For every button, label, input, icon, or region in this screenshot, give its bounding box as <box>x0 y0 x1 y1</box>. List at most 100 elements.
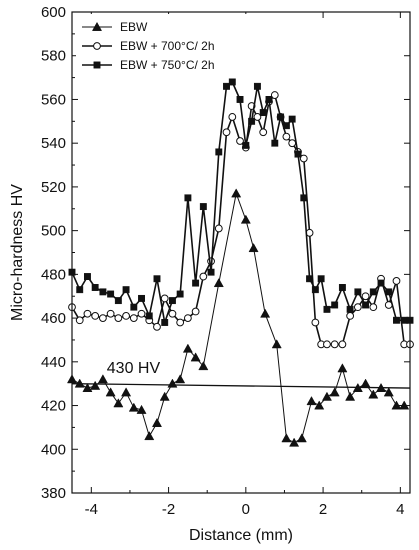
data-point <box>138 294 145 302</box>
data-point <box>99 314 107 322</box>
data-point <box>153 322 161 331</box>
data-point <box>311 286 319 294</box>
data-point <box>323 340 331 349</box>
y-tick-label: 400 <box>41 441 66 458</box>
data-point <box>236 96 244 103</box>
data-point <box>362 301 370 309</box>
data-point <box>136 404 147 414</box>
data-point <box>222 128 231 137</box>
y-axis-title: Micro-hardness HV <box>9 184 26 321</box>
data-point <box>184 194 192 202</box>
data-point <box>105 387 116 397</box>
data-point <box>113 398 124 408</box>
data-point <box>91 284 99 291</box>
data-point <box>306 275 314 283</box>
data-point <box>282 132 291 141</box>
series-1 <box>66 188 410 447</box>
data-point <box>167 378 178 388</box>
legend-label: EBW <box>120 20 148 34</box>
data-point <box>114 297 122 305</box>
data-point <box>282 122 290 130</box>
data-point <box>300 194 308 202</box>
data-point <box>338 284 346 291</box>
data-point <box>289 437 300 447</box>
plot-frame <box>71 11 411 494</box>
data-point <box>207 268 215 276</box>
x-axis-title: Distance (mm) <box>189 527 293 544</box>
legend: EBW EBW + 700°C/ 2h EBW + 750°C/ 2h <box>76 14 258 72</box>
data-point <box>192 279 200 287</box>
data-point <box>321 391 332 401</box>
data-point <box>176 290 184 298</box>
data-point <box>294 150 302 158</box>
data-point <box>175 374 186 384</box>
x-tick-label: 2 <box>319 501 327 518</box>
data-point <box>306 396 317 406</box>
data-point <box>130 303 138 311</box>
data-point <box>114 314 123 322</box>
data-point <box>183 314 192 322</box>
data-point <box>198 361 209 371</box>
data-point <box>144 431 155 441</box>
data-point <box>330 340 339 349</box>
data-point <box>338 340 347 349</box>
data-point <box>215 148 223 156</box>
data-point <box>259 109 267 117</box>
data-point <box>129 314 138 322</box>
reference-line-430hv <box>71 383 411 389</box>
data-point <box>329 387 340 397</box>
data-point <box>199 203 207 211</box>
data-point <box>265 96 273 103</box>
legend-marker <box>93 61 101 69</box>
data-point <box>353 303 362 312</box>
data-point <box>314 400 325 410</box>
y-tick-label: 380 <box>41 485 66 502</box>
data-point <box>242 141 250 149</box>
data-point <box>281 433 292 443</box>
data-point <box>161 319 169 326</box>
data-point <box>369 288 377 296</box>
data-point <box>213 277 224 288</box>
data-point <box>99 288 107 296</box>
data-point <box>377 279 385 287</box>
plot-layer: 430 HV <box>66 78 414 447</box>
y-tick-label: 440 <box>41 354 66 371</box>
data-point <box>368 389 379 399</box>
data-point <box>271 139 279 147</box>
y-tick-label: 460 <box>41 310 66 327</box>
data-point <box>393 316 400 324</box>
data-point <box>90 380 101 390</box>
data-point <box>299 154 308 163</box>
data-point <box>74 378 85 388</box>
data-point <box>128 402 139 412</box>
data-point <box>107 290 115 298</box>
data-point <box>75 316 84 325</box>
data-point <box>288 139 297 148</box>
data-point <box>91 312 100 320</box>
series-line-1 <box>71 193 405 444</box>
data-point <box>248 243 259 253</box>
data-point <box>122 312 130 320</box>
data-point <box>354 288 362 296</box>
series-3 <box>68 78 414 326</box>
legend-entry-2: EBW + 700°C/ 2h <box>82 39 215 53</box>
data-point <box>151 417 163 427</box>
data-point <box>106 309 115 318</box>
y-tick-label: 540 <box>41 135 66 152</box>
x-tick-label: -2 <box>162 501 175 518</box>
data-point <box>383 387 394 397</box>
data-point <box>253 113 262 121</box>
y-tick-label: 520 <box>41 179 66 196</box>
data-point <box>121 387 132 397</box>
data-point <box>190 352 201 362</box>
data-point <box>317 275 325 283</box>
y-tick-label: 500 <box>41 223 66 240</box>
data-point <box>223 82 230 90</box>
data-point <box>168 309 177 318</box>
data-point <box>352 382 363 392</box>
data-point <box>137 309 146 318</box>
data-point <box>153 275 161 283</box>
y-tick-label: 580 <box>41 48 66 65</box>
series-2 <box>68 91 414 349</box>
data-point <box>228 113 237 121</box>
